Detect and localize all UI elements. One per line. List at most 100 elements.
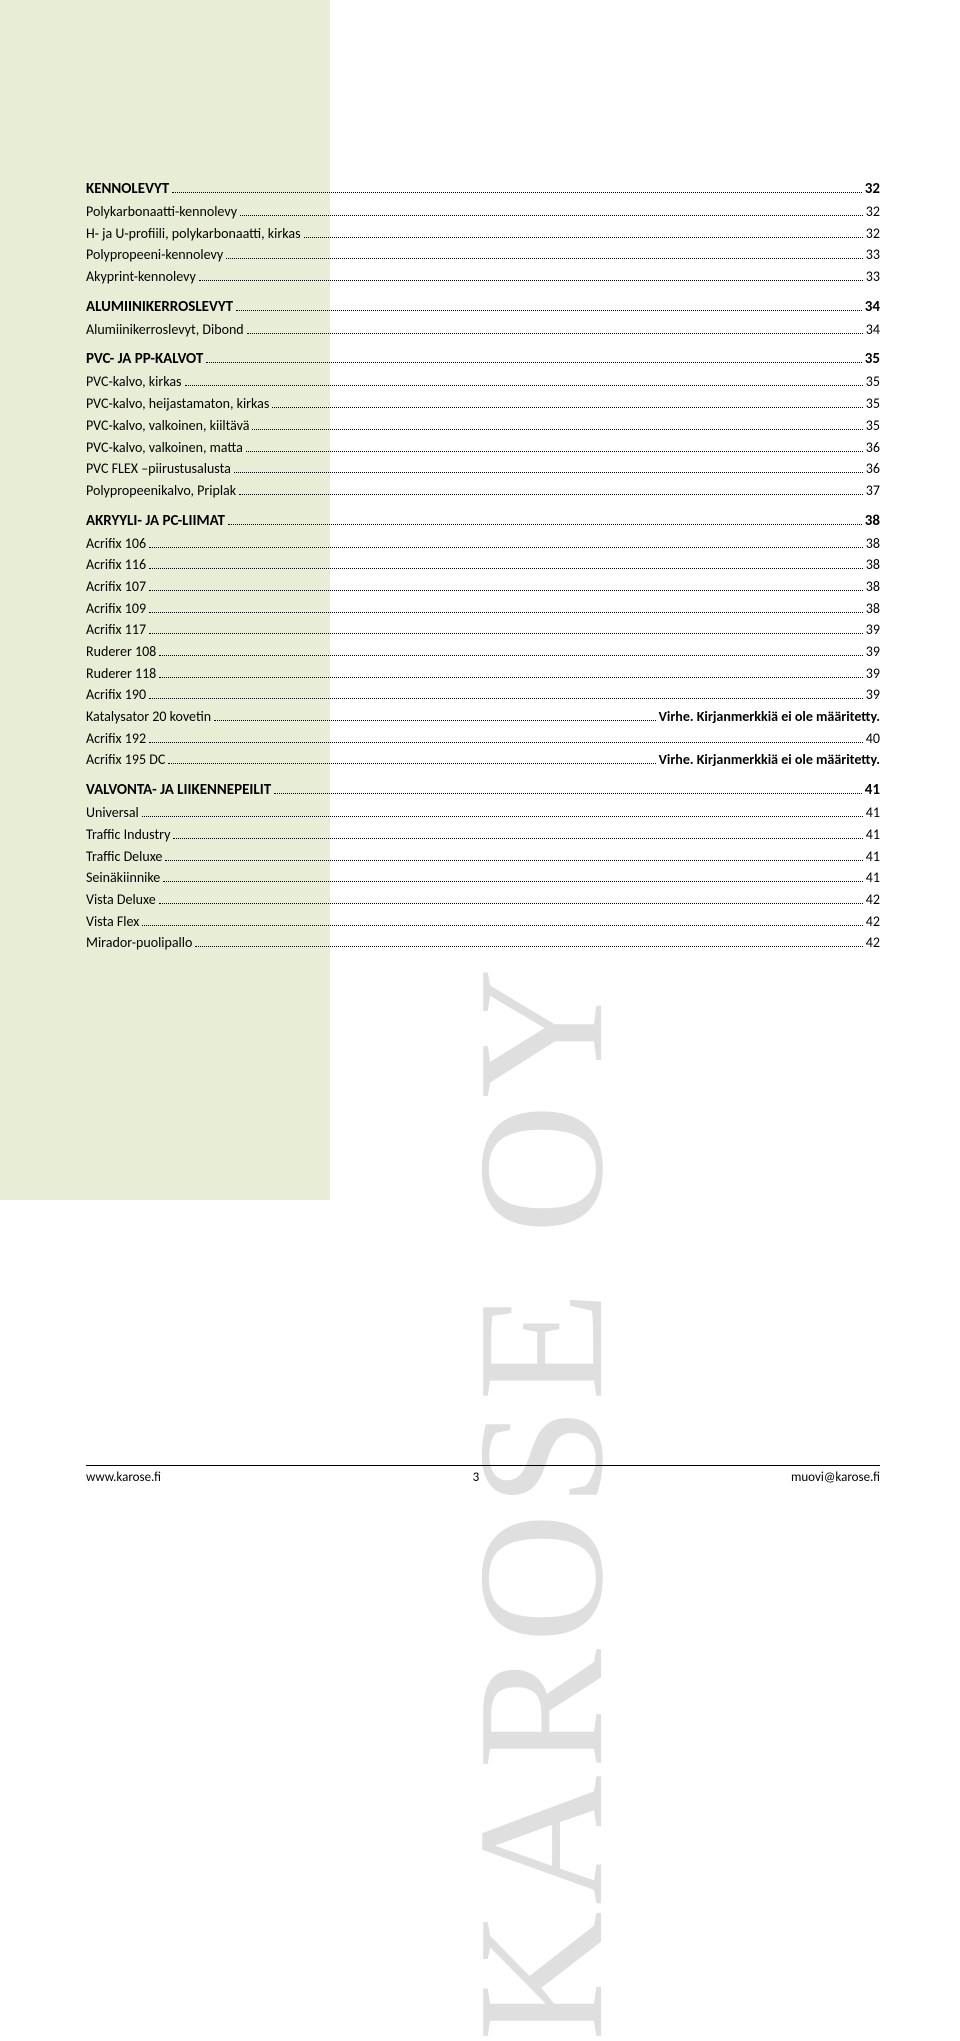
toc-entry: Acrifix 109 38 <box>86 598 880 620</box>
toc-page-ref: 41 <box>866 867 880 889</box>
toc-label: Seinäkiinnike <box>86 867 160 889</box>
toc-entry: Traffic Industry41 <box>86 824 880 846</box>
toc-page-ref: 34 <box>865 298 880 316</box>
toc-label: Ruderer 108 <box>86 641 156 663</box>
toc-label: Acrifix 116 <box>86 554 146 576</box>
toc-label: H- ja U-profiili, polykarbonaatti, kirka… <box>86 223 301 245</box>
toc-entry: Acrifix 11638 <box>86 554 880 576</box>
toc-label: Vista Deluxe <box>86 889 156 911</box>
footer-right: muovi@karose.fi <box>791 1470 880 1485</box>
toc-label: Polypropeenikalvo, Priplak <box>86 480 236 502</box>
toc-page-ref: 38 <box>865 512 880 530</box>
toc-page-ref: 32 <box>866 223 880 245</box>
toc-entry: Ruderer 118 39 <box>86 663 880 685</box>
toc-entry: Vista Flex 42 <box>86 911 880 933</box>
toc-leader <box>149 568 863 569</box>
toc-label: AKRYYLI- JA PC-LIIMAT <box>86 512 225 530</box>
toc-page-ref: Virhe. Kirjanmerkkiä ei ole määritetty. <box>659 706 880 728</box>
toc-label: Acrifix 192 <box>86 728 146 750</box>
toc-entry: Vista Deluxe 42 <box>86 889 880 911</box>
toc-heading: KENNOLEVYT32 <box>86 180 880 198</box>
toc-heading: VALVONTA- JA LIIKENNEPEILIT41 <box>86 781 880 799</box>
toc-label: PVC-kalvo, valkoinen, kiiltävä <box>86 415 249 437</box>
toc-entry: Katalysator 20 kovetin Virhe. Kirjanmerkk… <box>86 706 880 728</box>
footer-left: www.karose.fi <box>86 1470 161 1485</box>
toc-leader <box>240 215 863 216</box>
toc-leader <box>236 310 862 311</box>
toc-label: Akyprint-kennolevy <box>86 266 196 288</box>
toc-page-ref: 42 <box>866 889 880 911</box>
toc-label: PVC-kalvo, valkoinen, matta <box>86 437 243 459</box>
toc-page-ref: 36 <box>866 437 880 459</box>
toc-leader <box>149 547 863 548</box>
toc-entry: Acrifix 195 DCVirhe. Kirjanmerkkiä ei ol… <box>86 749 880 771</box>
toc-label: Acrifix 195 DC <box>86 749 165 771</box>
toc-label: Vista Flex <box>86 911 139 933</box>
toc-entry: Akyprint-kennolevy33 <box>86 266 880 288</box>
toc-page-ref: 34 <box>866 319 880 341</box>
toc-page-ref: 42 <box>866 911 880 933</box>
toc-label: Mirador-puolipallo <box>86 932 192 954</box>
toc-leader <box>149 633 863 634</box>
page-footer: www.karose.fi 3 muovi@karose.fi <box>86 1465 880 1485</box>
toc-leader <box>165 860 862 861</box>
toc-leader <box>274 793 862 794</box>
toc-entry: PVC-kalvo, valkoinen, kiiltävä35 <box>86 415 880 437</box>
toc-leader <box>214 720 656 721</box>
toc-label: Acrifix 117 <box>86 619 146 641</box>
toc-leader <box>172 192 862 193</box>
toc-leader <box>149 742 863 743</box>
toc-label: Ruderer 118 <box>86 663 156 685</box>
toc-page-ref: 38 <box>866 533 880 555</box>
toc-leader <box>163 881 863 882</box>
toc-entry: Polypropeenikalvo, Priplak 37 <box>86 480 880 502</box>
toc-leader <box>142 816 863 817</box>
toc-entry: Seinäkiinnike 41 <box>86 867 880 889</box>
toc-label: Polypropeeni-kennolevy <box>86 244 223 266</box>
toc-label: PVC FLEX –piirustusalusta <box>86 458 231 480</box>
toc-leader <box>168 763 655 764</box>
toc-label: Acrifix 107 <box>86 576 146 598</box>
toc-entry: Acrifix 11739 <box>86 619 880 641</box>
toc-label: ALUMIINIKERROSLEVYT <box>86 298 233 316</box>
toc-entry: Traffic Deluxe41 <box>86 846 880 868</box>
toc-page-ref: 39 <box>866 663 880 685</box>
toc-leader <box>239 494 863 495</box>
toc-leader <box>246 451 863 452</box>
toc-entry: Acrifix 192 40 <box>86 728 880 750</box>
toc-entry: Ruderer 10839 <box>86 641 880 663</box>
toc-entry: Acrifix 190 39 <box>86 684 880 706</box>
toc-page-ref: 39 <box>866 684 880 706</box>
toc-page-ref: 40 <box>866 728 880 750</box>
toc-label: Alumiinikerroslevyt, Dibond <box>86 319 244 341</box>
toc-leader <box>149 612 863 613</box>
toc-entry: PVC-kalvo, heijastamaton, kirkas35 <box>86 393 880 415</box>
toc-leader <box>252 429 862 430</box>
toc-leader <box>272 407 862 408</box>
toc-leader <box>173 838 862 839</box>
toc-leader <box>159 655 863 656</box>
toc-entry: Universal41 <box>86 802 880 824</box>
toc-label: Acrifix 106 <box>86 533 146 555</box>
toc-label: Katalysator 20 kovetin <box>86 706 211 728</box>
toc-entry: PVC FLEX –piirustusalusta36 <box>86 458 880 480</box>
toc-entry: Acrifix 106 38 <box>86 533 880 555</box>
toc-entry: Polypropeeni-kennolevy 33 <box>86 244 880 266</box>
toc-page-ref: 37 <box>866 480 880 502</box>
toc-page-ref: 35 <box>865 350 880 368</box>
toc-page-ref: 42 <box>866 932 880 954</box>
toc-page-ref: 35 <box>866 371 880 393</box>
toc-label: Universal <box>86 802 139 824</box>
toc-leader <box>159 903 863 904</box>
toc-label: PVC- JA PP-KALVOT <box>86 350 203 368</box>
toc-entry: H- ja U-profiili, polykarbonaatti, kirka… <box>86 223 880 245</box>
toc-page-ref: 38 <box>866 598 880 620</box>
toc-label: Acrifix 109 <box>86 598 146 620</box>
toc-label: Acrifix 190 <box>86 684 146 706</box>
toc-entry: Mirador-puolipallo 42 <box>86 932 880 954</box>
toc-label: PVC-kalvo, heijastamaton, kirkas <box>86 393 269 415</box>
toc-label: Traffic Industry <box>86 824 170 846</box>
toc-leader <box>206 362 862 363</box>
toc-page-ref: 33 <box>866 244 880 266</box>
watermark: KAROSE OY <box>437 962 644 2041</box>
